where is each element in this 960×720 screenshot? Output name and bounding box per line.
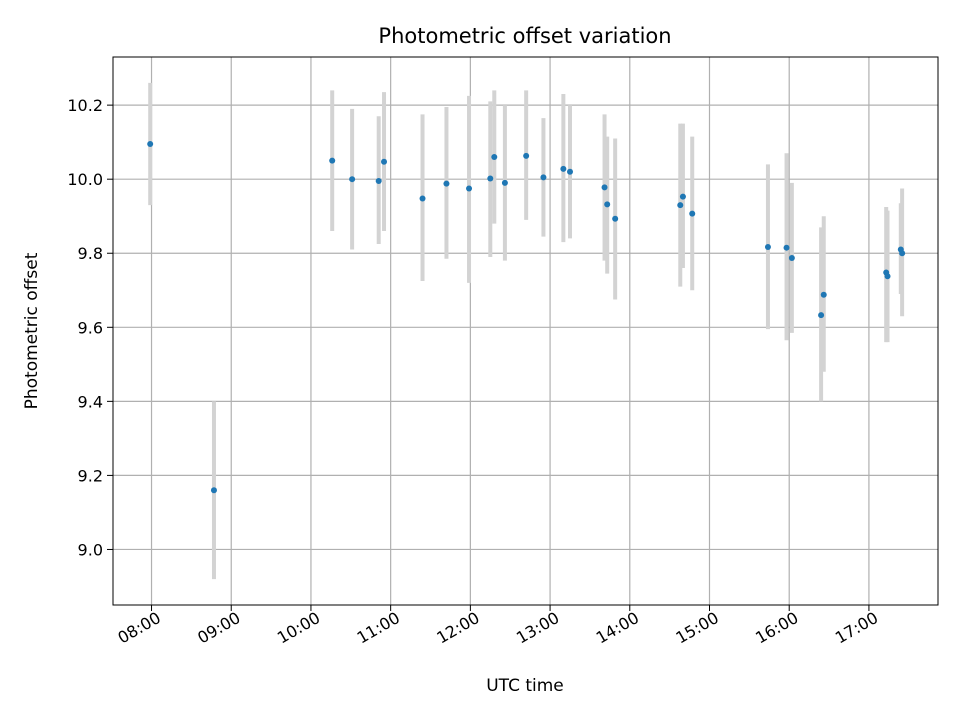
y-tick-label: 9.0 <box>78 540 103 559</box>
data-point <box>560 165 567 172</box>
data-point <box>677 202 684 209</box>
y-tick-label: 9.2 <box>78 466 103 485</box>
chart-title: Photometric offset variation <box>378 24 671 48</box>
data-point <box>375 178 382 185</box>
data-point <box>601 184 608 191</box>
data-point <box>147 141 154 148</box>
data-point <box>466 185 473 192</box>
data-point <box>329 157 336 164</box>
y-tick-label: 9.8 <box>78 244 103 263</box>
data-point <box>788 255 795 262</box>
data-point <box>540 174 547 181</box>
data-point <box>884 273 891 280</box>
y-tick-label: 9.6 <box>78 318 103 337</box>
x-axis-label: UTC time <box>486 676 564 696</box>
data-point <box>689 210 696 217</box>
data-point <box>443 180 450 187</box>
data-point <box>381 158 388 165</box>
data-point <box>783 244 790 251</box>
data-point <box>349 176 356 183</box>
y-tick-label: 10.0 <box>67 170 103 189</box>
data-point <box>567 168 574 175</box>
data-point <box>501 179 508 186</box>
y-axis: 9.0 9.2 9.4 9.6 9.8 10.0 10.2 <box>67 96 113 559</box>
data-point <box>523 152 530 159</box>
data-point <box>820 291 827 298</box>
data-point <box>612 215 619 222</box>
y-axis-label: Photometric offset <box>22 252 42 409</box>
data-point <box>210 487 217 494</box>
y-tick-label: 9.4 <box>78 392 103 411</box>
data-point <box>679 193 686 200</box>
data-point <box>764 243 771 250</box>
data-point <box>818 312 825 319</box>
data-point <box>604 201 611 208</box>
data-points <box>147 141 906 494</box>
data-point <box>899 250 906 257</box>
data-point <box>419 195 426 202</box>
y-tick-label: 10.2 <box>67 96 103 115</box>
plot-frame <box>112 56 939 606</box>
data-point <box>487 175 494 182</box>
data-point <box>491 153 498 160</box>
